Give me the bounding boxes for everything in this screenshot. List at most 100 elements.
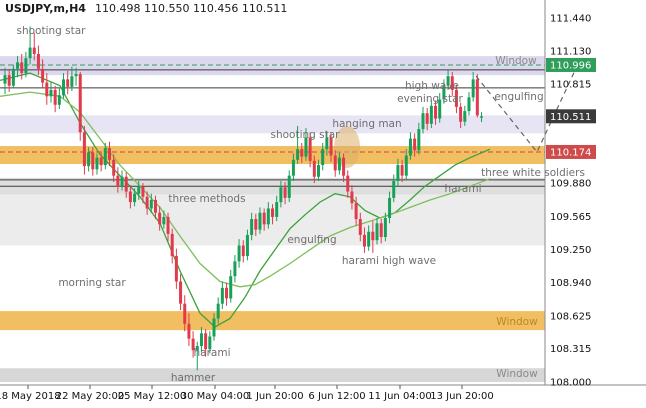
candle-bull: [337, 157, 341, 171]
chart-symbol-label: USDJPY,m,H4: [5, 2, 86, 15]
candle-bear: [20, 62, 24, 74]
candle-bull: [279, 187, 283, 203]
candle-bull: [3, 75, 7, 84]
candle-bull: [162, 216, 166, 225]
candle-bear: [346, 175, 350, 192]
candle-bear: [36, 53, 40, 69]
price-axis-label: 108.625: [550, 311, 591, 322]
candle-bear: [66, 79, 70, 87]
candle-bear: [342, 157, 346, 176]
candle-bull: [296, 149, 300, 160]
candle-bull: [11, 68, 15, 86]
candle-bear: [225, 287, 229, 299]
highlight-ellipse: [334, 126, 360, 169]
candle-bear: [108, 148, 111, 160]
candle-bull: [87, 152, 91, 167]
candle-bear: [91, 152, 95, 170]
candle-bull: [237, 245, 241, 262]
candle-bull: [250, 219, 254, 235]
candle-bear: [271, 208, 275, 217]
candle-bull: [245, 234, 249, 257]
candle-bull: [275, 202, 279, 217]
pattern-annotation: high wave: [405, 80, 459, 92]
pattern-annotation: morning star: [58, 277, 126, 289]
candle-bull: [291, 159, 295, 176]
candle-bull: [317, 165, 320, 177]
price-badge: [546, 109, 596, 124]
candle-bear: [350, 191, 354, 204]
candle-bear: [124, 176, 128, 192]
price-axis-label: 108.940: [550, 278, 591, 289]
candle-bull: [392, 180, 396, 198]
price-axis-label: 108.000: [550, 378, 591, 389]
candle-bear: [262, 212, 266, 225]
candle-bear: [241, 245, 245, 257]
candle-bull: [446, 76, 450, 86]
window-band-orange-bottom: [0, 311, 545, 331]
price-badge-value: 110.996: [550, 60, 591, 71]
pattern-annotation: hammer: [171, 372, 216, 384]
candle-bear: [170, 233, 174, 257]
candle-bull: [471, 79, 475, 98]
time-axis-label: 30 May 04:00: [181, 391, 250, 402]
price-axis-label: 111.440: [550, 14, 591, 25]
candle-bull: [367, 231, 371, 247]
chart-ohlc-values: 110.498 110.550 110.456 110.511: [94, 2, 288, 15]
time-axis-label: 25 May 12:00: [118, 391, 187, 402]
pattern-annotation: harami: [445, 183, 482, 195]
candle-bear: [300, 149, 304, 157]
pattern-annotation: Window: [495, 55, 537, 67]
candle-bear: [41, 68, 45, 83]
candle-bear: [379, 223, 383, 238]
candle-bear: [413, 138, 417, 151]
candle-bull: [233, 261, 237, 277]
candle-bull: [266, 208, 270, 225]
window-band-top: [0, 56, 545, 76]
price-axis-label: 108.315: [550, 344, 591, 355]
window-band-gray-bottom: [0, 368, 545, 382]
candle-bear: [425, 113, 429, 124]
candle-bear: [112, 159, 116, 176]
candle-bull: [70, 76, 74, 87]
price-badge-value: 110.174: [550, 147, 591, 158]
price-badge: [546, 57, 596, 72]
candle-bull: [304, 137, 308, 157]
candle-bull: [429, 105, 433, 124]
candle-bull: [28, 47, 32, 59]
time-axis-label: 22 May 20:00: [56, 391, 125, 402]
candle-bull: [137, 186, 141, 194]
pattern-annotation: engulfing: [494, 91, 543, 103]
pattern-annotation: Window: [496, 368, 538, 380]
candle-bear: [32, 47, 36, 54]
price-axis-label: 110.815: [550, 80, 591, 91]
candle-bull: [95, 157, 99, 170]
candle-bull: [383, 217, 387, 238]
pattern-annotation: harami: [194, 347, 231, 359]
pattern-annotation: three white soldiers: [481, 167, 585, 179]
candle-bull: [16, 62, 20, 69]
candle-bull: [404, 155, 408, 176]
candle-bear: [45, 82, 49, 97]
time-axis-label: 11 Jun 04:00: [368, 391, 432, 402]
candle-bear: [128, 191, 132, 203]
candle-bull: [417, 129, 421, 151]
candle-bear: [145, 196, 149, 209]
candle-bull: [120, 176, 124, 187]
time-axis-label: 6 Jun 12:00: [308, 391, 365, 402]
candle-bear: [166, 216, 170, 234]
candle-bear: [450, 76, 454, 90]
candle-bear: [53, 89, 57, 105]
candle-bull: [463, 111, 467, 122]
candle-bear: [400, 165, 404, 176]
price-badge: [546, 144, 596, 159]
candle-bear: [141, 186, 145, 197]
candle-bull: [199, 333, 203, 347]
candle-bull: [480, 116, 484, 118]
candle-bull: [195, 346, 199, 351]
candle-bull: [321, 149, 325, 166]
candle-bull: [421, 113, 425, 130]
candle-bull: [208, 336, 212, 350]
candle-bear: [354, 203, 358, 220]
